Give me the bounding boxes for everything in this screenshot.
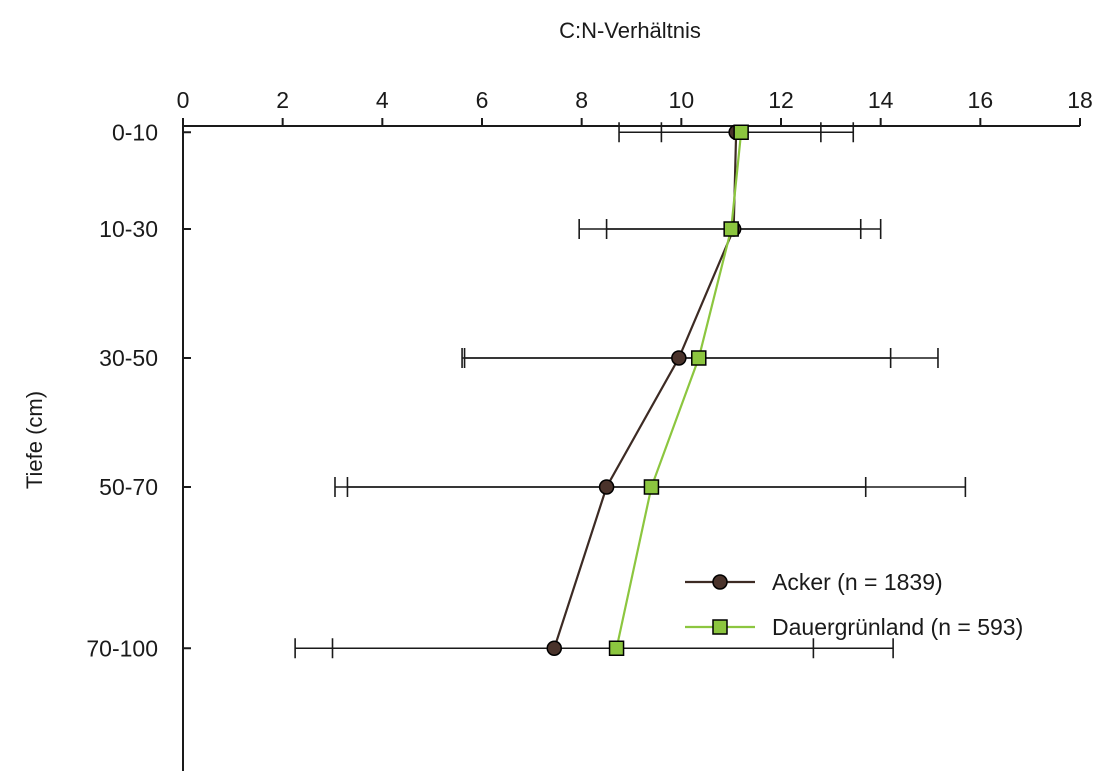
legend-label: Dauergrünland (n = 593) (772, 614, 1023, 640)
x-tick-label: 2 (276, 87, 289, 113)
x-tick-label: 16 (968, 87, 994, 113)
y-tick-label: 70-100 (86, 635, 158, 661)
acker-point (546, 640, 563, 656)
acker-point (598, 479, 615, 495)
x-axis-title: C:N-Verhältnis (559, 18, 701, 43)
x-tick-label: 14 (868, 87, 894, 113)
x-tick-label: 10 (669, 87, 695, 113)
x-tick-label: 4 (376, 87, 389, 113)
dauergruenland-point (723, 221, 739, 237)
dauergruenland-line (615, 132, 743, 649)
dauergruenland-point (691, 350, 707, 366)
y-tick-label: 0-10 (112, 119, 158, 145)
x-tick-label: 18 (1067, 87, 1093, 113)
dauergruenland-point (643, 479, 660, 495)
legend-label: Acker (n = 1839) (772, 569, 943, 595)
series-lines (553, 132, 743, 649)
y-axis-ticks: 0-10 10-30 30-50 50-70 70-100 (86, 119, 191, 661)
x-tick-label: 0 (177, 87, 190, 113)
acker-point (671, 350, 687, 366)
x-axis-ticks: 0 2 4 6 8 10 12 14 16 18 (177, 87, 1093, 126)
legend: Acker (n = 1839) Dauergrünland (n = 593) (685, 569, 1023, 640)
y-axis-title: Tiefe (cm) (22, 391, 47, 489)
dauergruenland-point (608, 640, 625, 656)
y-tick-label: 10-30 (99, 216, 158, 242)
x-tick-label: 12 (768, 87, 794, 113)
dauergruenland-point (733, 124, 749, 140)
y-tick-label: 50-70 (99, 474, 158, 500)
x-tick-label: 8 (575, 87, 588, 113)
x-tick-label: 6 (476, 87, 489, 113)
legend-marker-dauergruenland (712, 619, 728, 635)
acker-line (553, 132, 738, 649)
data-markers (546, 124, 749, 656)
y-tick-label: 30-50 (99, 345, 158, 371)
legend-marker-acker (712, 574, 728, 590)
